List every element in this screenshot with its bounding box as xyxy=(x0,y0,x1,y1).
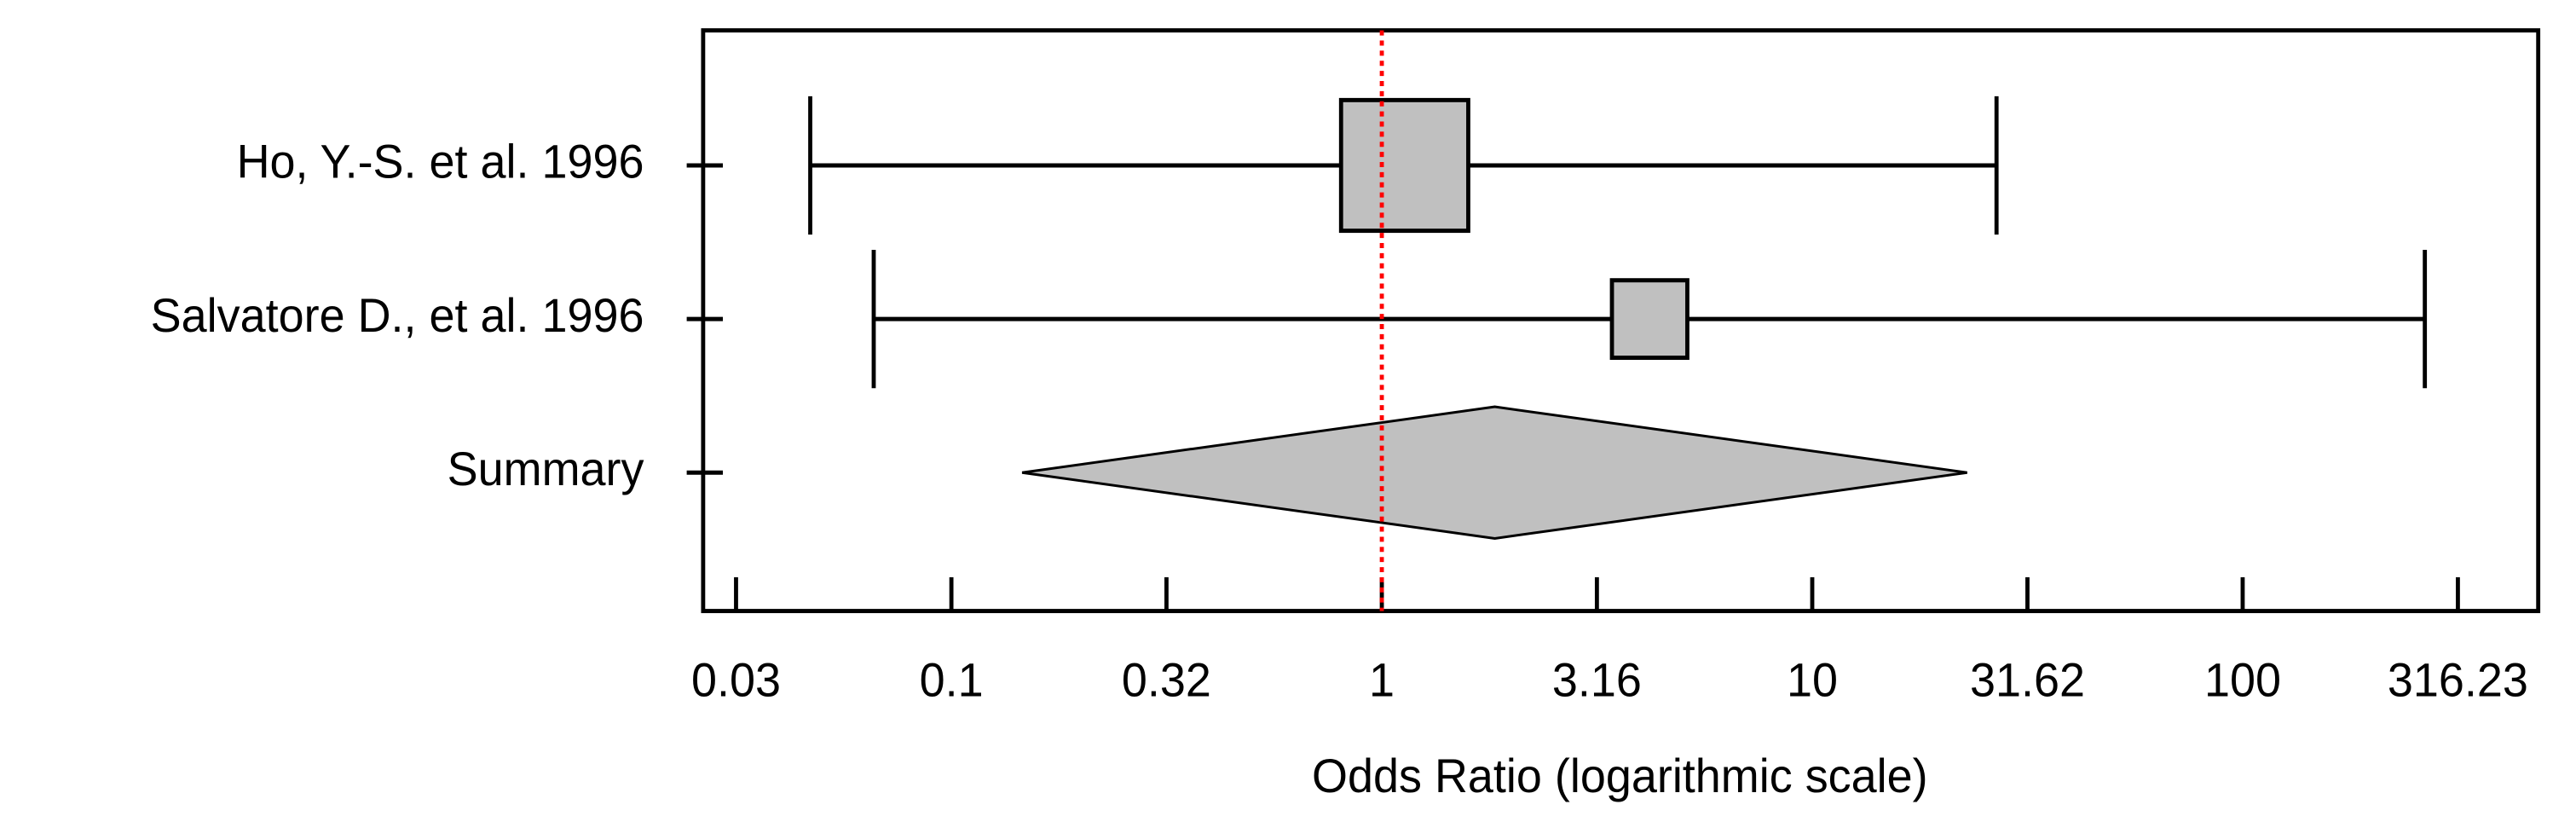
y-tick-label: Summary xyxy=(448,442,644,495)
x-tick-label: 100 xyxy=(2204,653,2281,707)
y-tick-label: Salvatore D., et al. 1996 xyxy=(151,288,644,342)
effect-box xyxy=(1609,278,1689,361)
x-tick-label: 0.32 xyxy=(1122,653,1211,707)
summary-diamond xyxy=(1021,405,1967,540)
x-tick-label: 1 xyxy=(1369,653,1395,707)
x-axis-title: Odds Ratio (logarithmic scale) xyxy=(1312,749,1928,802)
x-tick-label: 3.16 xyxy=(1552,653,1642,707)
x-tick-label: 0.1 xyxy=(920,653,984,707)
x-tick-label: 0.03 xyxy=(691,653,781,707)
effect-box xyxy=(1338,97,1470,234)
x-tick-label: 316.23 xyxy=(2388,653,2528,707)
y-tick-label: Ho, Y.-S. et al. 1996 xyxy=(237,135,644,188)
x-tick-label: 10 xyxy=(1787,653,1838,707)
x-tick-label: 31.62 xyxy=(1970,653,2085,707)
